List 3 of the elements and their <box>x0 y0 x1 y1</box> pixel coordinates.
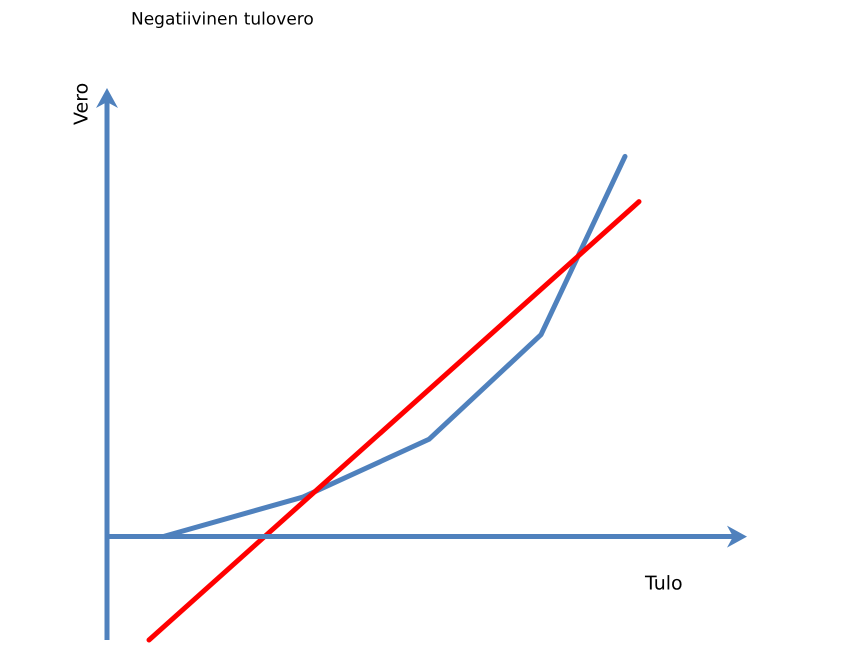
x-axis-title: Tulo <box>644 572 683 594</box>
chart-title: Negatiivinen tulovero <box>131 10 314 30</box>
y-axis-title: Vero <box>70 82 92 125</box>
